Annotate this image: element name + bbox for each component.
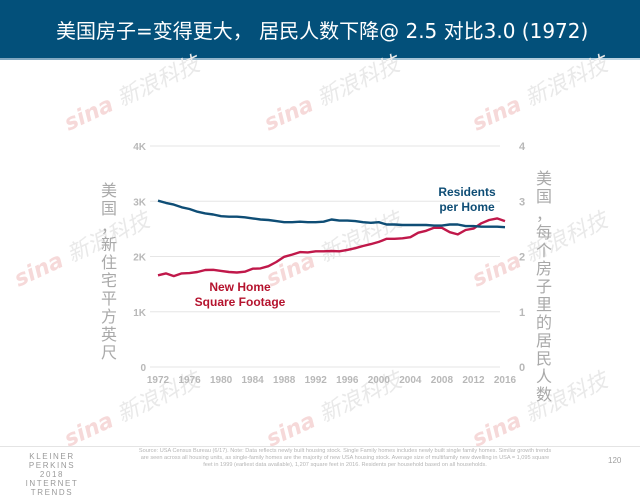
series-label-sqft: Square Footage <box>195 295 286 309</box>
footer-divider <box>0 446 640 447</box>
brand-line: 2018 <box>39 470 65 479</box>
series-line <box>157 199 506 229</box>
y-left-tick: 3K <box>133 197 147 208</box>
y-right-tick: 2 <box>519 252 525 264</box>
header-divider <box>0 58 640 60</box>
series-line <box>157 217 506 278</box>
source-note: Source: USA Census Bureau (6/17). Note: … <box>138 448 552 468</box>
y-axis-right-label: 美国，每个房子里的居民人数 <box>535 169 552 404</box>
x-tick: 2016 <box>494 375 517 386</box>
series-label-residents: Residents <box>438 185 496 199</box>
x-tick: 1996 <box>336 375 359 386</box>
x-tick: 1984 <box>242 375 265 386</box>
x-tick: 1980 <box>210 375 233 386</box>
line-chart: 0 1K 2K 3K 4K 0 1 2 3 4 1972 1976 1980 1984 1988 1992 19… <box>133 141 526 386</box>
series-label-sqft: New Home <box>209 280 271 294</box>
y-right-tick: 3 <box>519 196 525 208</box>
x-tick: 2004 <box>399 375 422 386</box>
y-right-tick: 1 <box>519 307 525 319</box>
x-tick: 1992 <box>305 375 328 386</box>
brand-line: INTERNET TRENDS <box>25 479 79 497</box>
x-tick: 2012 <box>462 375 485 386</box>
series-label-residents: per Home <box>439 200 495 214</box>
x-tick: 1988 <box>273 375 296 386</box>
y-left-tick: 0 <box>140 363 146 374</box>
x-tick: 2008 <box>431 375 454 386</box>
y-left-tick: 2K <box>133 253 147 264</box>
y-right-tick: 4 <box>519 141 526 153</box>
y-left-tick: 4K <box>133 142 147 153</box>
slide-header: 美国房子=变得更大， 居民人数下降@ 2.5 对比3.0 (1972) <box>0 0 640 58</box>
kleiner-perkins-brand: KLEINER PERKINS 2018 INTERNET TRENDS <box>6 452 98 497</box>
x-tick: 1972 <box>147 375 170 386</box>
brand-line: KLEINER PERKINS <box>28 452 76 470</box>
y-right-tick: 0 <box>519 362 525 374</box>
page-number: 120 <box>608 456 622 465</box>
y-axis-left-label: 美国，新住宅平方英尺 <box>100 181 117 362</box>
slide-title: 美国房子=变得更大， 居民人数下降@ 2.5 对比3.0 (1972) <box>56 19 589 43</box>
x-tick: 2000 <box>368 375 391 386</box>
x-tick: 1976 <box>178 375 201 386</box>
y-left-tick: 1K <box>133 308 147 319</box>
